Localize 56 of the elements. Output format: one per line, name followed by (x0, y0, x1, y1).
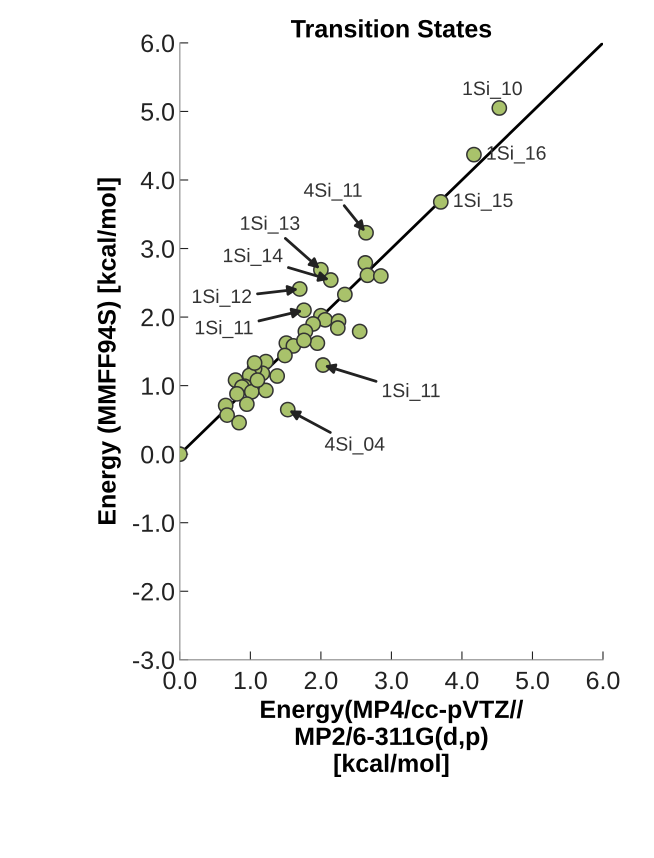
point (322, 272, 339, 288)
annotation: 1Si_10 (464, 80, 522, 99)
point (466, 146, 482, 163)
x-tick-label: 3.0 (374, 672, 408, 690)
x-tick-label: 6.0 (586, 672, 620, 690)
y-tick-label: 3.0 (141, 240, 174, 258)
y-tick-label: 6.0 (142, 34, 174, 52)
annotation: 1Si_16 (487, 146, 546, 164)
point (372, 268, 389, 284)
annotation: 4Si_04 (324, 436, 384, 455)
annotation: 1Si_12 (192, 288, 252, 307)
annotation: 1Si_14 (224, 248, 282, 266)
point (292, 281, 308, 297)
point (296, 332, 312, 348)
point (309, 335, 326, 352)
y-tick-label: 0.0 (141, 446, 174, 464)
point (336, 286, 353, 302)
x-tick-label: 5.0 (516, 672, 549, 690)
point (357, 255, 374, 271)
point (250, 372, 266, 388)
x-axis-title: Energy(MP4/cc-pVTZ// MP2/6-311G(d,p) [kcal/mol] (261, 700, 524, 778)
y-tick-label: -1.0 (133, 514, 174, 532)
point (432, 194, 449, 210)
x-tick-label: 4.0 (445, 672, 478, 690)
point (358, 224, 374, 241)
x-tick-label: 1.0 (234, 672, 267, 690)
annotation: 1Si_13 (241, 216, 300, 234)
chart-title: Transition States (290, 19, 492, 38)
annotation: 1Si_11 (382, 382, 440, 401)
point (280, 402, 296, 418)
point (491, 100, 508, 116)
point (238, 396, 255, 412)
point (296, 302, 312, 318)
y-tick-label: -3.0 (133, 651, 174, 670)
y-tick-label: 5.0 (141, 103, 174, 121)
point (231, 414, 247, 431)
x-tick-label: 2.0 (304, 672, 338, 690)
annotation: 1Si_15 (454, 192, 513, 211)
point (330, 320, 346, 336)
point (269, 368, 286, 384)
y-axis-title: Energy (MMFF94S) [kcal/mol] (97, 178, 121, 524)
point (246, 355, 262, 371)
point (229, 386, 245, 402)
x-tick-label: 0.0 (163, 672, 196, 690)
y-tick-label: 4.0 (140, 172, 174, 190)
annotation: 1Si_11 (196, 320, 253, 338)
annotation: 4Si_11 (304, 182, 362, 201)
point (360, 267, 376, 284)
y-tick-label: 1.0 (142, 377, 174, 395)
y-tick-label: -2.0 (133, 582, 174, 601)
point (315, 357, 331, 373)
point (352, 324, 368, 340)
point (219, 407, 235, 423)
point (258, 382, 274, 398)
point (277, 348, 293, 364)
y-tick-label: 2.0 (141, 308, 174, 326)
